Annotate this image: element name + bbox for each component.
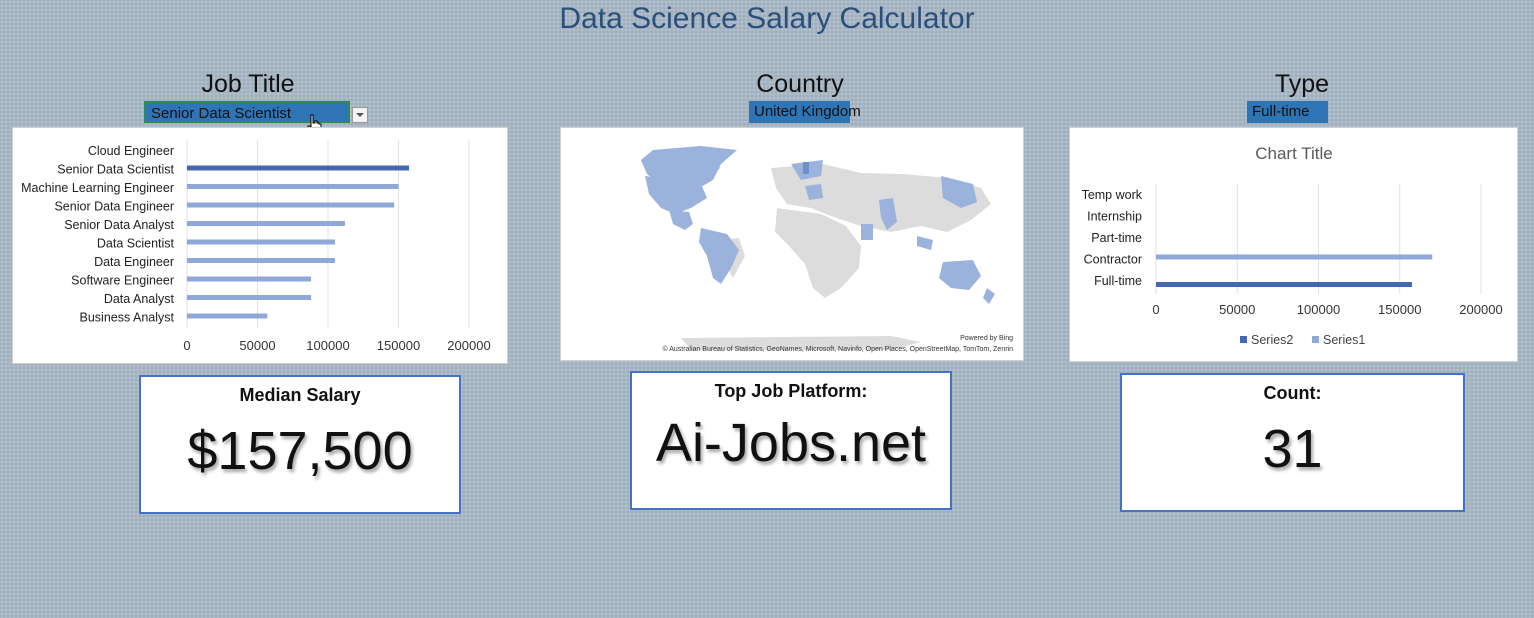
x-tick-label: 200000 — [1459, 302, 1502, 317]
job-title-salary-chart: 0 50000 100000 150000 200000 Cloud Engineer Se… — [21, 140, 491, 353]
dashboard-title: Data Science Salary Calculator — [559, 2, 975, 35]
job-title-dropdown[interactable]: Senior Data Scientist — [144, 101, 350, 123]
count-label: Count: — [1263, 383, 1322, 403]
x-tick-label: 0 — [1152, 302, 1159, 317]
x-tick-label: 0 — [183, 338, 190, 353]
category-label: Software Engineer — [71, 274, 174, 288]
top-job-platform-value: Ai-Jobs.net — [655, 413, 927, 473]
category-label: Senior Data Scientist — [57, 163, 174, 177]
legend-swatch — [1240, 336, 1247, 343]
median-salary-value: $157,500 — [187, 421, 413, 481]
category-label: Machine Learning Engineer — [21, 181, 174, 195]
bar[interactable] — [187, 165, 410, 171]
country-selector[interactable]: United Kingdom — [749, 101, 866, 123]
bar[interactable] — [187, 239, 336, 245]
highlighted-country — [803, 162, 809, 174]
category-label: Senior Data Engineer — [54, 200, 174, 214]
category-label: Part-time — [1091, 231, 1142, 245]
median-salary-label: Median Salary — [239, 385, 361, 405]
category-label: Business Analyst — [80, 311, 175, 325]
median-salary-card: Median Salary $157,500 — [139, 375, 461, 514]
country-label: Country — [756, 70, 844, 98]
selected-countries — [641, 146, 995, 304]
category-label: Data Analyst — [104, 292, 175, 306]
world-map: Powered by Bing © Australian Bureau of S… — [641, 146, 1013, 353]
job-title-chart-panel: 0 50000 100000 150000 200000 Cloud Engineer Se… — [12, 127, 508, 364]
count-value: 31 — [1262, 419, 1323, 479]
x-tick-label: 150000 — [1378, 302, 1421, 317]
type-selector[interactable]: Full-time — [1247, 101, 1328, 123]
bar[interactable] — [1156, 282, 1412, 287]
employment-type-chart: Chart Title 0 50000 100000 150000 200000 Temp … — [1082, 144, 1503, 347]
category-label: Contractor — [1084, 253, 1142, 267]
x-tick-label: 200000 — [447, 338, 490, 353]
category-label: Full-time — [1094, 274, 1142, 288]
legend-label: Series2 — [1251, 333, 1293, 347]
x-tick-label: 100000 — [1297, 302, 1340, 317]
bar[interactable] — [187, 295, 312, 300]
bar[interactable] — [187, 313, 268, 319]
bar[interactable] — [1156, 254, 1433, 260]
country-value: United Kingdom — [754, 103, 861, 120]
map-attribution: © Australian Bureau of Statistics, GeoNa… — [662, 345, 1013, 353]
category-label: Data Engineer — [94, 255, 174, 269]
category-label: Senior Data Analyst — [64, 218, 174, 232]
bar[interactable] — [187, 184, 399, 189]
top-job-platform-label: Top Job Platform: — [714, 381, 868, 401]
job-title-label: Job Title — [201, 70, 295, 98]
category-label: Cloud Engineer — [88, 144, 174, 158]
category-label: Data Scientist — [97, 237, 175, 251]
country-highlight — [749, 101, 850, 123]
chart-title: Chart Title — [1255, 144, 1332, 163]
x-tick-label: 100000 — [306, 338, 349, 353]
job-title-dropdown-value: Senior Data Scientist — [151, 105, 292, 122]
legend-label: Series1 — [1323, 333, 1365, 347]
bar[interactable] — [187, 221, 345, 226]
type-chart-panel: Chart Title 0 50000 100000 150000 200000 Temp … — [1069, 127, 1518, 362]
bar[interactable] — [187, 276, 312, 282]
map-powered-by: Powered by Bing — [960, 335, 1013, 342]
x-tick-label: 150000 — [377, 338, 420, 353]
top-job-platform-card: Top Job Platform: Ai-Jobs.net — [630, 371, 952, 510]
country-map-panel: Powered by Bing © Australian Bureau of S… — [560, 127, 1024, 361]
x-tick-label: 50000 — [239, 338, 275, 353]
bar[interactable] — [187, 202, 395, 208]
count-card: Count: 31 — [1120, 373, 1465, 512]
category-label: Temp work — [1082, 188, 1143, 202]
legend-swatch — [1312, 336, 1319, 343]
type-label: Type — [1274, 70, 1330, 98]
bar[interactable] — [187, 258, 336, 263]
chevron-down-icon[interactable] — [352, 107, 368, 123]
category-label: Internship — [1087, 210, 1142, 224]
type-value: Full-time — [1252, 103, 1310, 120]
x-tick-label: 50000 — [1219, 302, 1255, 317]
